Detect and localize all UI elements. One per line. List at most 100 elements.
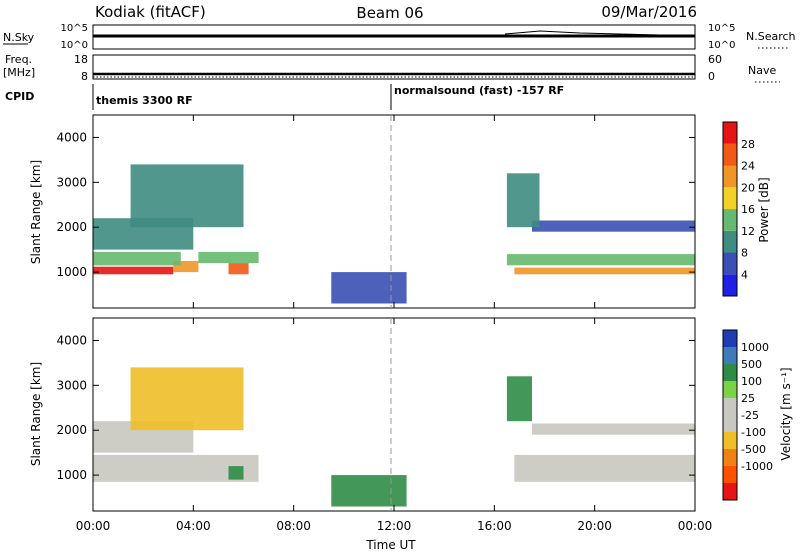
nave-tick-bottom: 0 bbox=[708, 70, 715, 83]
freq-tick-top: 18 bbox=[74, 53, 88, 66]
power-heatmap bbox=[93, 164, 695, 304]
power-y-axis: 1000 2000 3000 4000 bbox=[56, 130, 695, 279]
nsky-tick-top: 10^5 bbox=[61, 23, 88, 34]
power-cell-3 bbox=[93, 251, 181, 266]
xtick-label-5: 20:00 bbox=[577, 519, 612, 533]
nsky-tick-bottom: 10^0 bbox=[61, 40, 88, 51]
velocity-y-axis: 1000 2000 3000 4000 bbox=[56, 333, 695, 482]
velocity-heatmap bbox=[93, 367, 695, 507]
power-colorbar-swatch-7 bbox=[723, 122, 737, 144]
power-colorbar-tick-5: 24 bbox=[741, 160, 755, 173]
nave-tick-top: 60 bbox=[708, 53, 722, 66]
velocity-colorbar-tick-2: 100 bbox=[741, 375, 762, 388]
velocity-colorbar-swatch-8 bbox=[723, 466, 737, 483]
power-ytick-label-0: 1000 bbox=[56, 265, 87, 279]
velocity-colorbar-tick-6: -500 bbox=[741, 443, 766, 456]
xtick-label-3: 12:00 bbox=[377, 519, 412, 533]
velocity-colorbar-swatch-9 bbox=[723, 483, 737, 500]
velocity-ytick-label-1: 2000 bbox=[56, 423, 87, 437]
xtick-label-1: 04:00 bbox=[176, 519, 211, 533]
time-axis: 00:00 04:00 08:00 12:00 16:00 20:00 00:00 bbox=[76, 115, 713, 533]
velocity-colorbar-swatch-2 bbox=[723, 364, 737, 381]
xtick-label-0: 00:00 bbox=[76, 519, 111, 533]
nave-label: Nave bbox=[748, 64, 776, 77]
cpid-label: CPID bbox=[5, 90, 34, 103]
power-colorbar-swatch-3 bbox=[723, 209, 737, 231]
velocity-colorbar-swatch-5 bbox=[723, 415, 737, 432]
velocity-colorbar-tick-3: 25 bbox=[741, 392, 755, 405]
velocity-colorbar-tick-1: 500 bbox=[741, 358, 762, 371]
freq-panel-frame bbox=[92, 54, 696, 80]
velocity-colorbar-swatch-6 bbox=[723, 432, 737, 449]
power-colorbar-tick-3: 16 bbox=[741, 203, 755, 216]
velocity-ylabel: Slant Range [km] bbox=[29, 362, 43, 466]
velocity-colorbar: 1000 500 100 25 -25 -100 -500 -1000 bbox=[722, 329, 773, 501]
velocity-cell-4 bbox=[514, 454, 695, 482]
velocity-cell-2 bbox=[130, 367, 244, 431]
velocity-colorbar-swatch-1 bbox=[723, 347, 737, 364]
power-cell-5 bbox=[130, 164, 244, 228]
power-colorbar-swatch-0 bbox=[723, 274, 737, 297]
nsearch-trace bbox=[504, 30, 661, 36]
freq-tick-bottom: 8 bbox=[81, 70, 88, 83]
nsearch-tick-top: 10^5 bbox=[708, 23, 735, 34]
xtick-label-2: 08:00 bbox=[276, 519, 311, 533]
cpid-mode-left: themis 3300 RF bbox=[96, 94, 193, 107]
power-cell-2 bbox=[198, 251, 259, 264]
beam-title: Beam 06 bbox=[356, 4, 423, 22]
velocity-colorbar-swatch-0 bbox=[723, 330, 737, 347]
velocity-cell-5 bbox=[532, 423, 695, 435]
nsearch-label: N.Search bbox=[746, 30, 796, 43]
power-cell-11 bbox=[331, 272, 407, 304]
power-ylabel: Slant Range [km] bbox=[29, 160, 43, 264]
velocity-colorbar-label: Velocity [m s⁻¹] bbox=[779, 367, 793, 460]
power-cell-8 bbox=[506, 254, 695, 266]
nsky-label: N.Sky bbox=[3, 31, 35, 44]
power-colorbar-tick-0: 4 bbox=[741, 268, 748, 281]
xtick-label-4: 16:00 bbox=[477, 519, 512, 533]
power-colorbar-swatch-4 bbox=[723, 187, 737, 210]
power-ytick-label-1: 2000 bbox=[56, 220, 87, 234]
cpid-mode-right: normalsound (fast) -157 RF bbox=[394, 84, 564, 97]
xaxis-label: Time UT bbox=[365, 538, 416, 552]
velocity-cell-6 bbox=[506, 376, 532, 422]
power-cell-0 bbox=[93, 266, 174, 275]
power-ytick-label-3: 4000 bbox=[56, 130, 87, 144]
power-cell-6 bbox=[228, 263, 249, 275]
power-colorbar-swatch-1 bbox=[723, 252, 737, 275]
power-colorbar-swatch-2 bbox=[723, 230, 737, 253]
power-colorbar-tick-1: 8 bbox=[741, 247, 748, 260]
velocity-ytick-label-2: 3000 bbox=[56, 378, 87, 392]
power-colorbar-label: Power [dB] bbox=[757, 177, 771, 242]
velocity-cell-3 bbox=[228, 466, 244, 480]
velocity-colorbar-frame bbox=[722, 329, 738, 501]
power-cell-10 bbox=[506, 173, 540, 228]
power-colorbar: 4 8 12 16 20 24 28 bbox=[722, 121, 755, 297]
power-ytick-label-2: 3000 bbox=[56, 175, 87, 189]
power-cell-1 bbox=[173, 260, 199, 273]
velocity-colorbar-tick-4: -25 bbox=[741, 409, 759, 422]
velocity-cell-7 bbox=[331, 475, 407, 507]
freq-unit-label: [MHz] bbox=[3, 66, 35, 79]
power-colorbar-frame bbox=[722, 121, 738, 297]
power-colorbar-tick-2: 12 bbox=[741, 225, 755, 238]
xtick-label-6: 00:00 bbox=[678, 519, 713, 533]
power-colorbar-swatch-6 bbox=[723, 143, 737, 166]
velocity-ytick-label-0: 1000 bbox=[56, 468, 87, 482]
velocity-colorbar-swatch-7 bbox=[723, 449, 737, 466]
power-cell-7 bbox=[514, 267, 695, 275]
power-colorbar-swatch-5 bbox=[723, 165, 737, 188]
power-colorbar-tick-6: 28 bbox=[741, 138, 755, 151]
velocity-colorbar-tick-0: 1000 bbox=[741, 341, 769, 354]
date-title: 09/Mar/2016 bbox=[601, 3, 697, 21]
velocity-ytick-label-3: 4000 bbox=[56, 333, 87, 347]
velocity-colorbar-swatch-4 bbox=[723, 398, 737, 415]
velocity-colorbar-tick-5: -100 bbox=[741, 426, 766, 439]
velocity-colorbar-swatch-3 bbox=[723, 381, 737, 398]
station-title: Kodiak (fitACF) bbox=[95, 3, 206, 21]
freq-label: Freq. bbox=[5, 53, 32, 66]
power-cell-9 bbox=[532, 220, 695, 232]
velocity-colorbar-tick-7: -1000 bbox=[741, 460, 773, 473]
power-colorbar-tick-4: 20 bbox=[741, 181, 755, 194]
